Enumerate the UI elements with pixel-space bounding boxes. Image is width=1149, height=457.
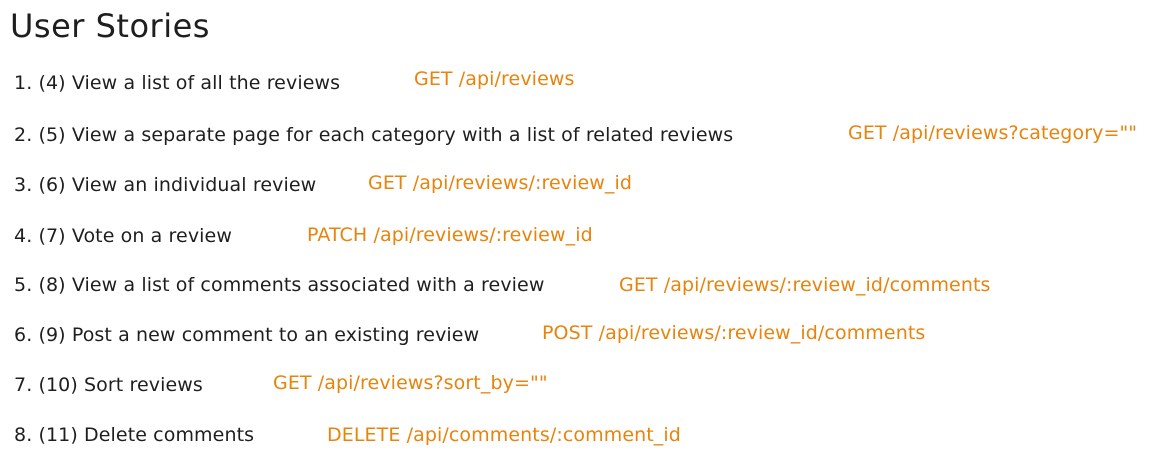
story-4-text: 4. (7) Vote on a review (14, 225, 232, 247)
story-5-endpoint: GET /api/reviews/:review_id/comments (619, 274, 991, 296)
story-7-text: 7. (10) Sort reviews (14, 374, 203, 396)
story-8-endpoint: DELETE /api/comments/:comment_id (327, 424, 681, 446)
story-1-text: 1. (4) View a list of all the reviews (14, 72, 341, 94)
story-2-text: 2. (5) View a separate page for each cat… (14, 124, 734, 146)
page-title: User Stories (10, 7, 210, 45)
story-6-text: 6. (9) Post a new comment to an existing… (14, 324, 480, 346)
story-6-endpoint: POST /api/reviews/:review_id/comments (542, 322, 926, 344)
story-7-endpoint: GET /api/reviews?sort_by="" (273, 372, 548, 394)
story-5-text: 5. (8) View a list of comments associate… (14, 274, 545, 296)
story-4-endpoint: PATCH /api/reviews/:review_id (307, 224, 593, 246)
story-8-text: 8. (11) Delete comments (14, 424, 255, 446)
story-3-text: 3. (6) View an individual review (14, 174, 317, 196)
story-2-endpoint: GET /api/reviews?category="" (848, 122, 1138, 144)
story-1-endpoint: GET /api/reviews (414, 68, 575, 90)
story-3-endpoint: GET /api/reviews/:review_id (368, 172, 633, 194)
